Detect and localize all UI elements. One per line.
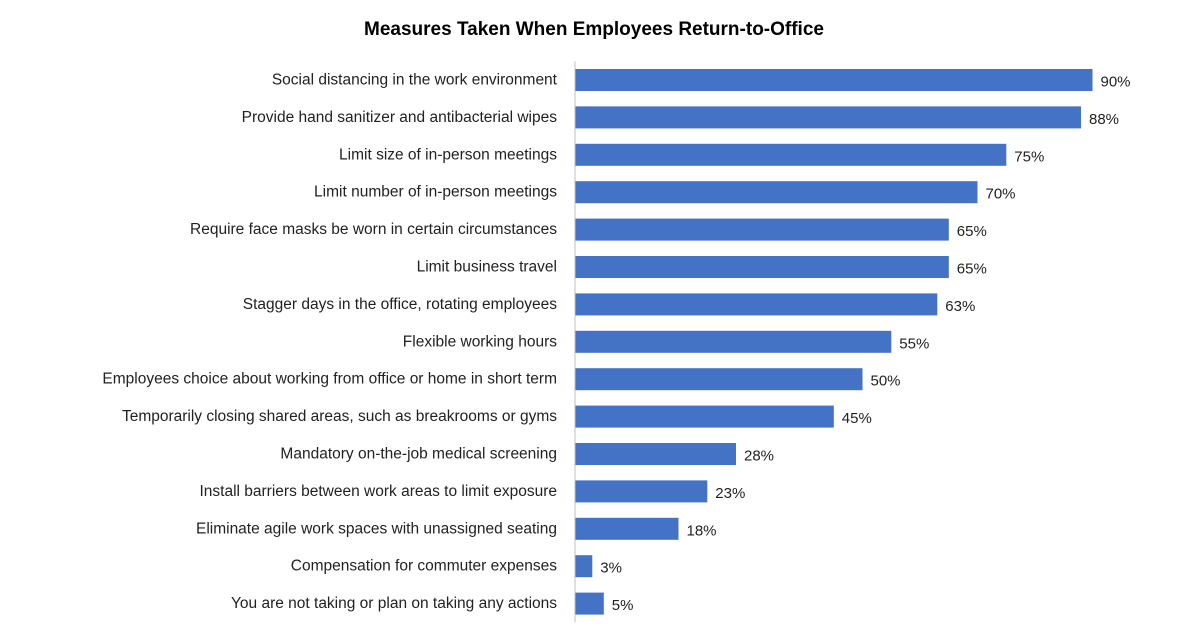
bar — [575, 443, 736, 465]
category-label: Limit size of in-person meetings — [339, 146, 557, 163]
bar — [575, 106, 1081, 129]
bar — [575, 368, 863, 391]
bar — [575, 143, 1007, 166]
value-label: 75% — [1014, 148, 1044, 165]
chart-title: Measures Taken When Employees Return-to-… — [364, 19, 824, 40]
bar — [575, 293, 938, 316]
bar — [575, 405, 834, 428]
category-label: Stagger days in the office, rotating emp… — [243, 296, 557, 313]
value-label: 5% — [612, 597, 634, 614]
value-labels: 90% 88% 75% 70% 65% 65% 63% 55% 50% 45% 28% 23% 18% 3… — [600, 74, 1130, 615]
category-label: Limit number of in-person meetings — [314, 184, 557, 201]
category-label: Temporarily closing shared areas, such a… — [122, 408, 557, 425]
category-label: Limit business travel — [417, 259, 557, 276]
category-label: Eliminate agile work spaces with unassig… — [196, 520, 557, 537]
value-label: 65% — [957, 223, 987, 240]
category-label: Provide hand sanitizer and antibacterial… — [242, 109, 558, 126]
bar — [575, 69, 1093, 91]
bar — [575, 517, 679, 540]
bar — [575, 555, 593, 578]
category-label: Flexible working hours — [403, 333, 557, 350]
value-label: 70% — [986, 186, 1016, 203]
value-label: 23% — [715, 485, 745, 502]
value-label: 50% — [871, 373, 901, 390]
category-label: Compensation for commuter expenses — [291, 558, 557, 575]
category-label: You are not taking or plan on taking any… — [231, 595, 557, 612]
category-label: Require face masks be worn in certain ci… — [190, 221, 557, 238]
category-label: Install barriers between work areas to l… — [199, 483, 557, 500]
category-label: Employees choice about working from offi… — [102, 371, 557, 388]
value-label: 88% — [1089, 111, 1119, 128]
value-label: 3% — [600, 560, 622, 577]
category-labels: Social distancing in the work environmen… — [102, 72, 557, 613]
value-label: 55% — [899, 335, 929, 352]
category-label: Mandatory on-the-job medical screening — [280, 446, 557, 463]
bar — [575, 592, 604, 615]
value-label: 28% — [744, 448, 774, 465]
value-label: 45% — [842, 410, 872, 427]
value-label: 65% — [957, 261, 987, 278]
bar — [575, 330, 892, 353]
bars-layer — [575, 69, 1093, 615]
bar — [575, 181, 978, 204]
bar — [575, 480, 708, 503]
bar — [575, 218, 949, 241]
category-label: Social distancing in the work environmen… — [272, 72, 558, 89]
bar — [575, 256, 949, 278]
value-label: 90% — [1101, 74, 1131, 91]
value-label: 18% — [687, 522, 717, 539]
value-label: 63% — [945, 298, 975, 315]
